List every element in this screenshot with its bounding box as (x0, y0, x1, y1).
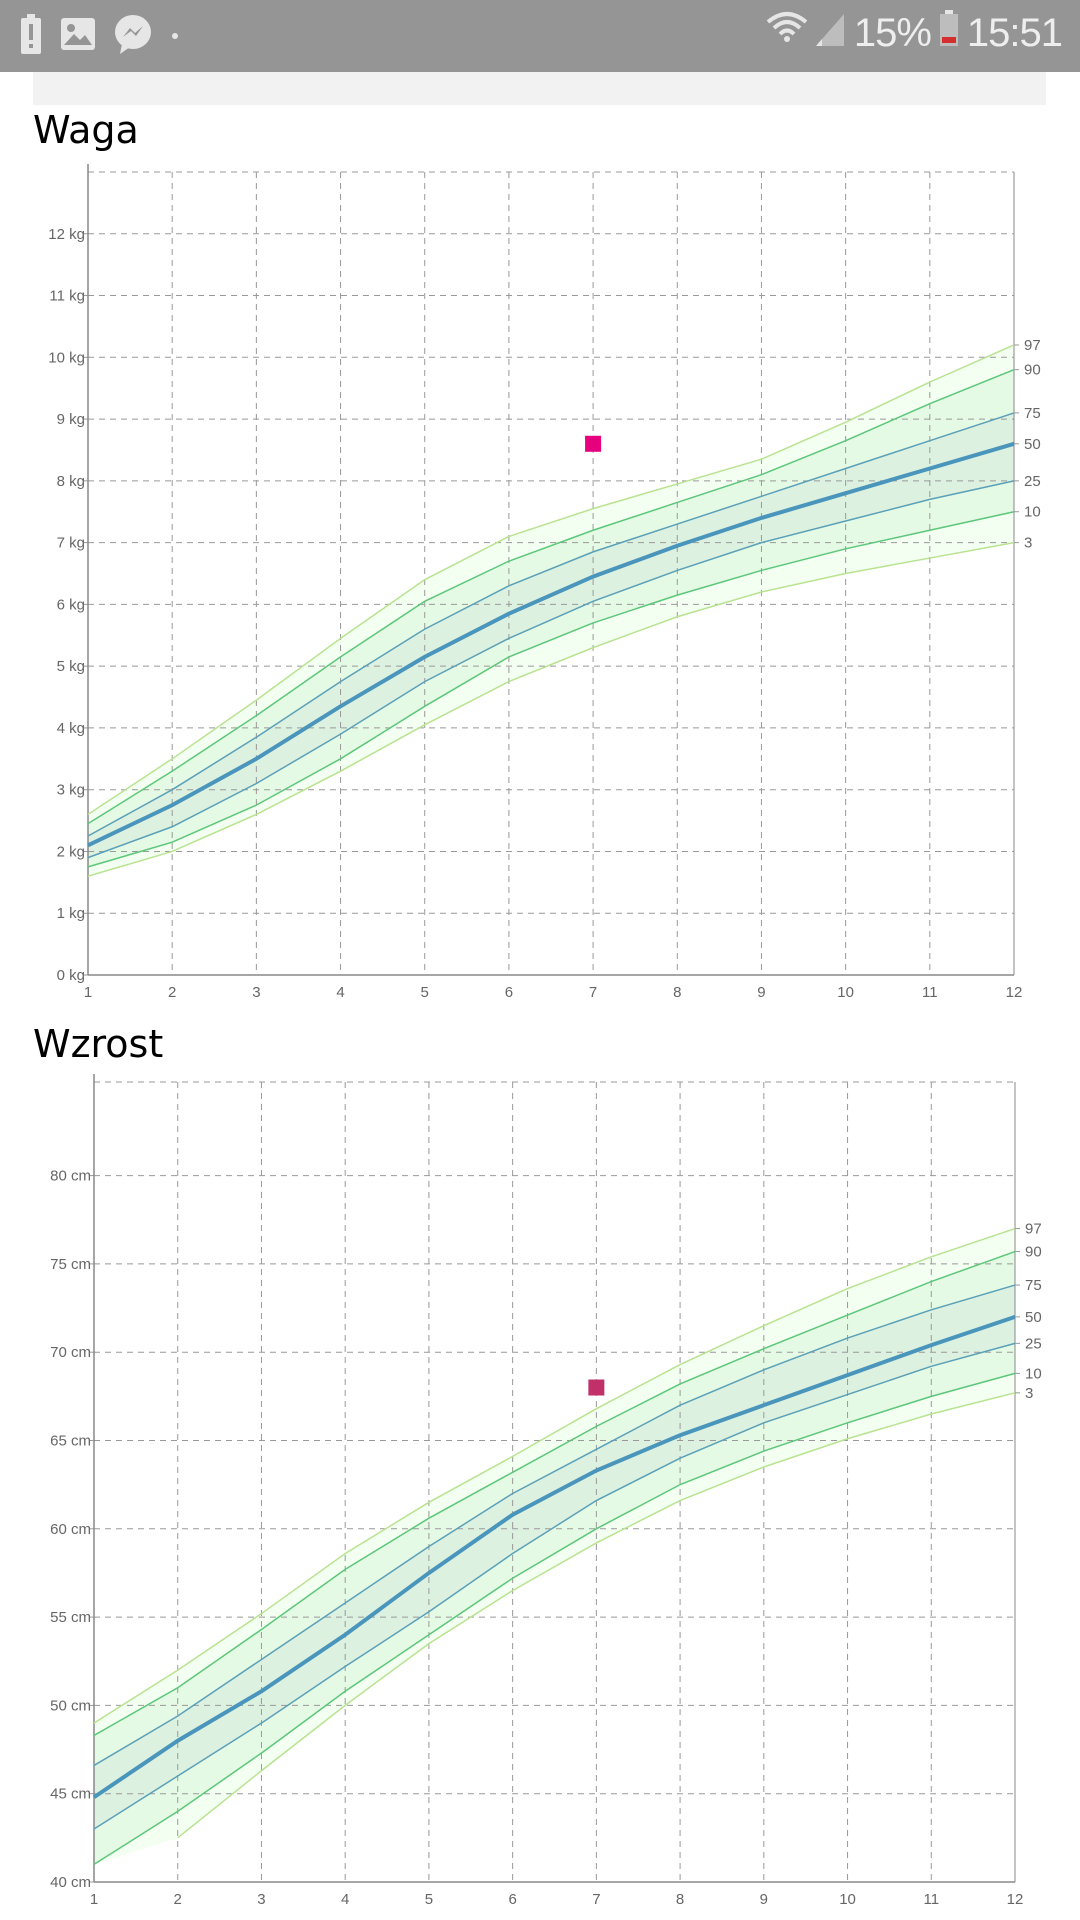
band-25-75 (88, 412, 1014, 858)
y-tick-label: 4 kg (57, 720, 85, 737)
percentile-line-90 (93, 1250, 1016, 1737)
percentile-label-90: 90 (1024, 362, 1041, 379)
percentile-label-3: 3 (1024, 535, 1032, 552)
percentile-label-3: 3 (1025, 1385, 1033, 1402)
battery-percent: 15% (853, 10, 932, 55)
y-tick-label: 6 kg (57, 596, 85, 613)
percentile-line-25 (93, 1342, 1016, 1830)
percentile-label-75: 75 (1025, 1277, 1042, 1294)
percentile-label-50: 50 (1025, 1309, 1042, 1326)
weight-chart-title: Waga (33, 108, 139, 152)
x-tick-label: 10 (837, 984, 854, 1000)
x-tick-label: 7 (589, 984, 597, 1000)
percentile-line-97 (93, 1227, 1016, 1724)
clock: 15:51 (966, 10, 1063, 55)
y-tick-label: 80 cm (50, 1168, 91, 1185)
y-tick-label: 60 cm (50, 1521, 91, 1538)
percentile-line-10 (87, 510, 1015, 868)
x-tick-label: 1 (90, 1891, 98, 1908)
percentile-label-10: 10 (1025, 1365, 1042, 1382)
measurement-point (588, 1379, 605, 1396)
percentile-label-10: 10 (1024, 504, 1041, 521)
height-chart-title: Wzrost (33, 1022, 164, 1066)
y-tick-label: 65 cm (50, 1432, 91, 1449)
y-tick-label: 75 cm (50, 1256, 91, 1273)
percentile-line-75 (87, 412, 1015, 837)
x-tick-label: 2 (168, 984, 176, 1000)
header-bar (33, 72, 1046, 105)
band-25-75 (94, 1285, 1015, 1830)
percentile-label-97: 97 (1025, 1221, 1042, 1238)
percentile-label-75: 75 (1024, 405, 1041, 422)
x-tick-label: 5 (425, 1891, 433, 1908)
dot-icon (170, 28, 180, 46)
y-tick-label: 1 kg (57, 905, 85, 922)
percentile-line-25 (87, 480, 1015, 859)
y-tick-label: 11 kg (49, 288, 85, 305)
percentile-line-90 (87, 368, 1015, 825)
y-tick-label: 9 kg (57, 411, 85, 428)
y-tick-label: 2 kg (57, 843, 85, 860)
x-tick-label: 10 (839, 1891, 856, 1908)
x-tick-label: 6 (508, 1891, 516, 1908)
percentile-line-50 (87, 441, 1015, 848)
percentile-label-50: 50 (1024, 436, 1041, 453)
x-tick-label: 8 (676, 1891, 684, 1908)
x-tick-label: 4 (336, 984, 344, 1000)
percentile-label-90: 90 (1025, 1244, 1042, 1261)
battery-icon (939, 8, 959, 58)
percentile-label-97: 97 (1024, 337, 1041, 354)
x-tick-label: 9 (757, 984, 765, 1000)
weight-chart: 0 kg 1 kg 2 kg 3 kg 4 kg 5 kg 6 kg 7 kg 8 kg 9 kg… (48, 164, 1041, 1000)
percentile-line-3 (87, 541, 1015, 877)
y-tick-label: 55 cm (50, 1609, 91, 1626)
x-tick-label: 7 (592, 1891, 600, 1908)
x-tick-label: 3 (257, 1891, 265, 1908)
y-tick-label: 10 kg (48, 349, 85, 366)
percentile-line-10 (93, 1372, 1016, 1865)
y-tick-label: 5 kg (57, 658, 85, 675)
y-tick-label: 12 kg (48, 226, 85, 243)
x-tick-label: 2 (174, 1891, 182, 1908)
x-tick-label: 12 (1007, 1891, 1024, 1908)
messenger-icon (114, 14, 152, 59)
signal-icon (815, 8, 846, 58)
percentile-label-25: 25 (1024, 473, 1041, 490)
percentile-line-97 (87, 344, 1015, 816)
x-tick-label: 4 (341, 1891, 349, 1908)
height-chart: 40 cm 45 cm 50 cm 55 cm 60 cm 65 cm 70 cm 75 cm… (50, 1074, 1042, 1908)
x-tick-label: 11 (923, 1891, 939, 1908)
alert-icon (20, 14, 42, 59)
x-tick-label: 9 (760, 1891, 768, 1908)
x-tick-label: 6 (505, 984, 513, 1000)
y-tick-label: 7 kg (57, 535, 85, 552)
y-tick-label: 70 cm (50, 1344, 91, 1361)
y-tick-label: 0 kg (57, 967, 85, 984)
percentile-line-75 (93, 1284, 1016, 1767)
x-tick-label: 8 (673, 984, 681, 1000)
y-tick-label: 45 cm (50, 1786, 91, 1803)
percentile-label-25: 25 (1025, 1335, 1042, 1352)
measurement-point (585, 435, 602, 452)
x-tick-label: 12 (1006, 984, 1023, 1000)
gallery-icon (60, 17, 96, 56)
y-tick-label: 50 cm (50, 1697, 91, 1714)
x-tick-label: 1 (84, 984, 92, 1000)
x-tick-label: 3 (252, 984, 260, 1000)
status-bar: 15% 15:51 (0, 0, 1080, 72)
y-tick-label: 3 kg (57, 782, 85, 799)
y-tick-label: 8 kg (57, 473, 85, 490)
x-tick-label: 5 (421, 984, 429, 1000)
y-tick-label: 40 cm (50, 1874, 91, 1891)
wifi-icon (766, 8, 808, 58)
x-tick-label: 11 (922, 984, 938, 1000)
percentile-line-3 (177, 1392, 1016, 1839)
percentile-line-50 (92, 1314, 1016, 1799)
